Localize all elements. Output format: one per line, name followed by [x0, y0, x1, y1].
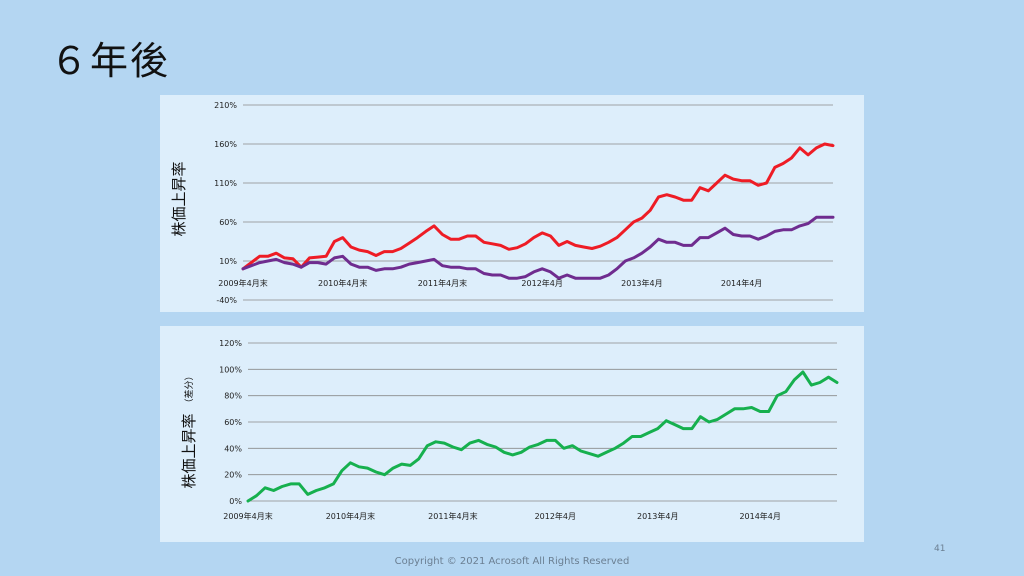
- y-tick-label: 160%: [214, 140, 237, 149]
- stock-rise-diff-line-chart: 120% 100% 80% 60% 40% 20% 0% 2009年4月末 2010年4月末 20…: [219, 339, 839, 521]
- y-tick-label: 120%: [219, 339, 242, 348]
- series-line-1: [241, 142, 835, 271]
- y-axis-title: 株価上昇率: [166, 129, 190, 269]
- slide-title: ６年後: [50, 39, 171, 83]
- y-tick-label: 20%: [224, 471, 242, 480]
- y-tick-label: 60%: [224, 418, 242, 427]
- page-number: 41: [934, 544, 946, 554]
- y-tick-label: 0%: [229, 497, 242, 506]
- y-tick-label: 100%: [219, 365, 242, 374]
- x-tick-label: 2010年4月末: [326, 511, 375, 521]
- x-tick-label: 2014年4月: [721, 278, 762, 288]
- y-axis-title: 株価上昇率 （差分）: [168, 345, 208, 515]
- y-tick-label: 40%: [224, 444, 242, 453]
- stock-rise-diff-chart-panel: 株価上昇率 （差分） 120% 100% 80% 60% 40% 20% 0% 2009年4月…: [160, 326, 864, 542]
- x-tick-label: 2013年4月: [637, 511, 678, 521]
- series-line-1: [246, 370, 839, 503]
- x-tick-label: 2011年4月末: [428, 511, 477, 521]
- x-tick-label: 2009年4月末: [223, 511, 272, 521]
- y-axis-title-sub: （差分）: [184, 371, 195, 408]
- y-tick-label: -40%: [216, 296, 237, 305]
- x-tick-label: 2011年4月末: [418, 278, 467, 288]
- x-tick-label: 2009年4月末: [218, 278, 267, 288]
- x-tick-label: 2012年4月: [521, 278, 562, 288]
- series-line-2: [241, 215, 835, 280]
- y-tick-label: 110%: [214, 179, 237, 188]
- y-tick-label: 210%: [214, 101, 237, 110]
- y-axis-title-main: 株価上昇率: [179, 413, 198, 489]
- stock-rise-chart-panel: 株価上昇率 210% 160% 110% 60% 10% -40% 2009年4月末 2010…: [160, 95, 864, 312]
- y-tick-label: 60%: [219, 218, 237, 227]
- y-axis-title-main: 株価上昇率: [169, 161, 188, 237]
- stock-rise-line-chart: 210% 160% 110% 60% 10% -40% 2009年4月末 2010年4月末 20…: [214, 101, 835, 305]
- x-tick-label: 2012年4月: [535, 511, 576, 521]
- y-tick-label: 80%: [224, 392, 242, 401]
- copyright-footer: Copyright © 2021 Acrosoft All Rights Res…: [394, 556, 630, 567]
- x-tick-label: 2013年4月: [621, 278, 662, 288]
- x-tick-label: 2014年4月: [739, 511, 780, 521]
- x-tick-label: 2010年4月末: [318, 278, 367, 288]
- y-tick-label: 10%: [219, 257, 237, 266]
